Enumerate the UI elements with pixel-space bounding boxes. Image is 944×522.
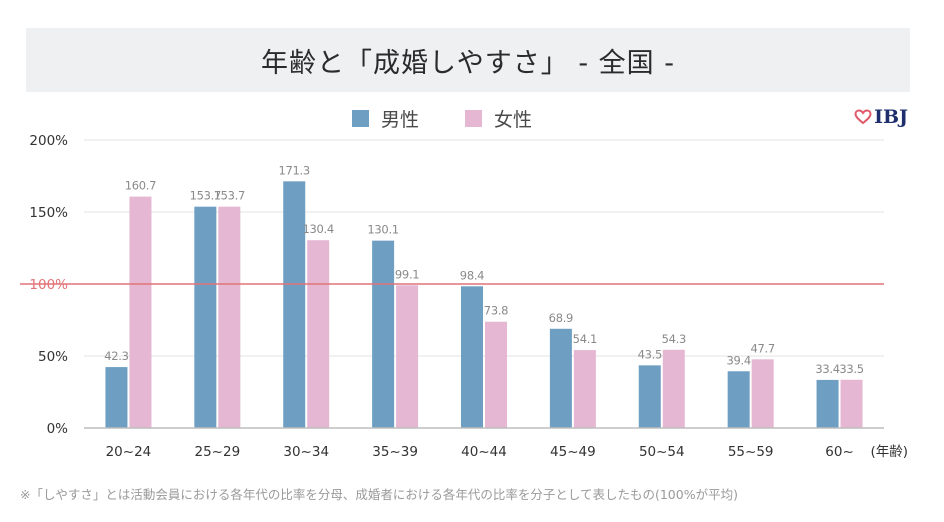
x-tick-label: 45~49 <box>550 444 596 460</box>
legend-item-male: 男性 <box>352 105 419 132</box>
legend-label-male: 男性 <box>381 108 420 131</box>
x-tick-label: 55~59 <box>728 444 774 460</box>
bar-female <box>751 359 774 428</box>
bar-male <box>105 367 128 428</box>
data-label: 54.1 <box>573 332 597 346</box>
logo-text: IBJ <box>874 106 908 128</box>
x-tick-label: 50~54 <box>639 444 685 460</box>
data-label: 54.3 <box>662 332 686 346</box>
x-tick-label: 40~44 <box>461 444 507 460</box>
bar-female <box>396 285 419 428</box>
y-tick-label: 0% <box>47 421 69 437</box>
x-tick-label: 25~29 <box>194 444 240 460</box>
bar-male <box>372 240 395 428</box>
bar-female <box>573 350 596 428</box>
x-axis-label: (年齢) <box>870 444 908 460</box>
chart-title-bar: 年齢と「成婚しやすさ」 - 全国 - <box>26 28 910 92</box>
bar-male <box>194 206 217 428</box>
data-label: 171.3 <box>279 163 310 177</box>
bar-male <box>638 365 661 428</box>
data-label: 39.4 <box>726 353 750 367</box>
bar-female <box>307 240 330 428</box>
bar-male <box>461 286 483 428</box>
x-tick-label: 35~39 <box>372 444 418 460</box>
data-label: 47.7 <box>750 341 774 355</box>
bar-male <box>816 379 839 428</box>
x-tick-label: 20~24 <box>106 444 152 460</box>
footnote: ※「しやすさ」とは活動会員における各年代の比率を分母、成婚者における各年代の比率… <box>20 487 738 502</box>
x-tick-label: 30~34 <box>283 444 329 460</box>
data-label: 33.4 <box>815 362 839 376</box>
bar-female <box>129 196 152 428</box>
x-tick-label: 60~ <box>825 444 854 460</box>
data-label: 153.7 <box>214 189 245 203</box>
data-label: 73.8 <box>484 304 508 318</box>
bar-female <box>662 349 685 428</box>
legend-swatch-male <box>352 109 369 127</box>
bar-female <box>218 206 241 428</box>
data-label: 68.9 <box>549 311 573 325</box>
y-tick-label: 100% <box>29 277 68 293</box>
data-label: 130.1 <box>367 223 398 237</box>
data-label: 99.1 <box>395 267 419 281</box>
legend-label-female: 女性 <box>494 108 533 131</box>
data-label: 43.5 <box>638 347 662 361</box>
legend: 男性 女性 <box>352 104 532 132</box>
bar-male <box>283 181 306 428</box>
data-label: 160.7 <box>125 179 156 193</box>
heart-icon <box>854 109 872 125</box>
legend-swatch-female <box>465 109 483 127</box>
bar-female <box>485 321 507 428</box>
data-label: 98.4 <box>460 268 484 282</box>
ibj-logo: IBJ <box>854 106 908 128</box>
chart-title: 年齢と「成婚しやすさ」 - 全国 - <box>261 47 675 79</box>
data-label: 130.4 <box>303 222 334 236</box>
y-tick-label: 150% <box>29 205 68 221</box>
data-label: 153.7 <box>190 189 221 203</box>
y-tick-label: 200% <box>29 133 68 149</box>
bar-male <box>727 371 750 428</box>
legend-item-female: 女性 <box>465 105 532 132</box>
data-label: 33.5 <box>839 362 863 376</box>
bar-male <box>549 328 572 428</box>
data-label: 42.3 <box>104 349 128 363</box>
bar-female <box>840 379 863 428</box>
y-tick-label: 50% <box>38 349 68 365</box>
